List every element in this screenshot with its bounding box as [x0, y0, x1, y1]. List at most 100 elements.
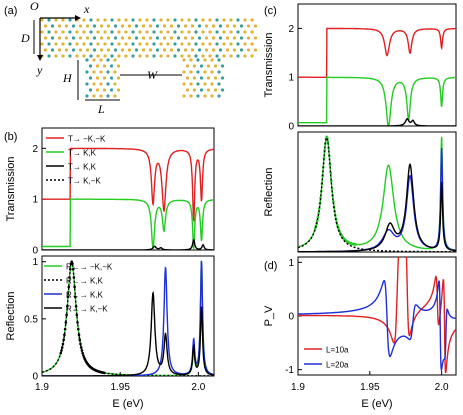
lattice-atom	[203, 94, 207, 98]
lattice-atom	[199, 64, 204, 68]
panel-label-b: (b)	[4, 131, 17, 143]
lattice-atom	[141, 48, 146, 52]
lattice-atom	[75, 30, 79, 34]
lattice-atom	[61, 54, 65, 58]
lattice-atom	[50, 48, 55, 52]
lattice-atom	[194, 18, 198, 22]
lattice-atom	[152, 54, 156, 58]
lattice-atom	[95, 88, 100, 92]
lattice-atom	[213, 76, 218, 80]
y-tick-label: 0	[32, 246, 38, 257]
lattice-atom	[222, 30, 226, 34]
lattice-atom	[182, 94, 186, 98]
lattice-atom	[210, 94, 214, 98]
lattice-atom	[47, 54, 51, 58]
dim-w-label: W	[147, 68, 158, 82]
lattice-atom	[201, 30, 205, 34]
x-axis-label: E (eV)	[112, 398, 143, 410]
lattice-atom	[54, 18, 58, 22]
lattice-atom	[88, 64, 93, 68]
lattice-atom	[102, 76, 107, 80]
series-point	[79, 342, 82, 346]
lattice-atom	[169, 24, 174, 28]
lattice-atom	[166, 42, 170, 46]
lattice-atom	[99, 36, 104, 40]
lattice-atom	[192, 64, 197, 68]
series-line-2	[42, 239, 214, 250]
series-point	[64, 321, 68, 324]
series-point	[76, 327, 80, 331]
lattice-atom	[85, 94, 89, 98]
lattice-atom	[131, 30, 135, 34]
lattice-atom	[145, 18, 149, 22]
lattice-atom	[246, 48, 251, 52]
lattice-atom	[75, 54, 79, 58]
lattice-atom	[192, 88, 197, 92]
lattice-atom	[57, 24, 62, 28]
lattice-atom	[166, 54, 170, 58]
lattice-atom	[203, 58, 207, 62]
lattice-atom	[138, 18, 142, 22]
lattice-atom	[103, 18, 107, 22]
lattice-atom	[110, 54, 114, 58]
lattice-atom	[155, 48, 160, 52]
lattice-atom	[210, 70, 214, 74]
lattice-atom	[71, 24, 76, 28]
y-axis-label: Transmission	[263, 33, 275, 98]
lattice-atom	[218, 48, 223, 52]
lattice-atom	[134, 24, 139, 28]
lattice-atom	[85, 82, 89, 86]
lattice-atom	[113, 58, 117, 62]
legend-label: T→ −K,−K	[68, 135, 106, 144]
lattice-atom	[220, 64, 225, 68]
lattice-atom	[54, 54, 58, 58]
lattice-atom	[92, 94, 96, 98]
x-axis-label: x	[83, 2, 90, 16]
lattice-atom	[141, 36, 146, 40]
legend-label: L=20a	[326, 361, 349, 370]
y-axis-label: P_V	[263, 305, 275, 326]
legend-label: R←→ K,K	[66, 277, 104, 286]
series-point	[77, 333, 81, 337]
lattice-atom	[92, 82, 96, 86]
lattice-atom	[155, 24, 160, 28]
series-line-2	[298, 118, 456, 126]
y-axis-label: y	[36, 63, 43, 77]
lattice-atom	[215, 54, 219, 58]
lattice-atom	[138, 30, 142, 34]
lattice-atom	[152, 42, 156, 46]
lattice-atom	[239, 48, 244, 52]
y-tick-label: 2	[288, 24, 294, 35]
lattice-atom	[239, 24, 244, 28]
lattice-atom	[203, 82, 207, 86]
lattice-atom	[64, 24, 69, 28]
series-line-3	[42, 290, 214, 376]
lattice-atom	[166, 30, 170, 34]
lattice-atom	[102, 64, 107, 68]
lattice-atom	[243, 42, 247, 46]
y-arrowhead-icon	[37, 55, 43, 61]
lattice-atom	[173, 54, 177, 58]
lattice-atom	[213, 64, 218, 68]
lattice-atom	[117, 30, 121, 34]
lattice-atom	[253, 48, 258, 52]
lattice-atom	[236, 18, 240, 22]
series-line-3	[298, 163, 456, 252]
lattice-atom	[176, 48, 181, 52]
series-line-1	[298, 137, 456, 252]
series-point	[71, 268, 75, 271]
lattice-atom	[229, 18, 233, 22]
series-point	[74, 305, 78, 308]
lattice-atom	[208, 42, 212, 46]
lattice-atom	[113, 48, 118, 52]
series-point	[65, 313, 68, 317]
chart-c-top: 0 1 2 Transmission	[263, 3, 457, 133]
lattice-atom	[43, 24, 48, 28]
lattice-atom	[88, 88, 93, 92]
x-tick-label: 2.0	[191, 382, 205, 393]
lattice-atom	[162, 48, 167, 52]
lattice-atom	[82, 30, 86, 34]
panel-label-c: (c)	[264, 5, 277, 17]
lattice-atom	[217, 82, 221, 86]
lattice-atom	[145, 54, 149, 58]
